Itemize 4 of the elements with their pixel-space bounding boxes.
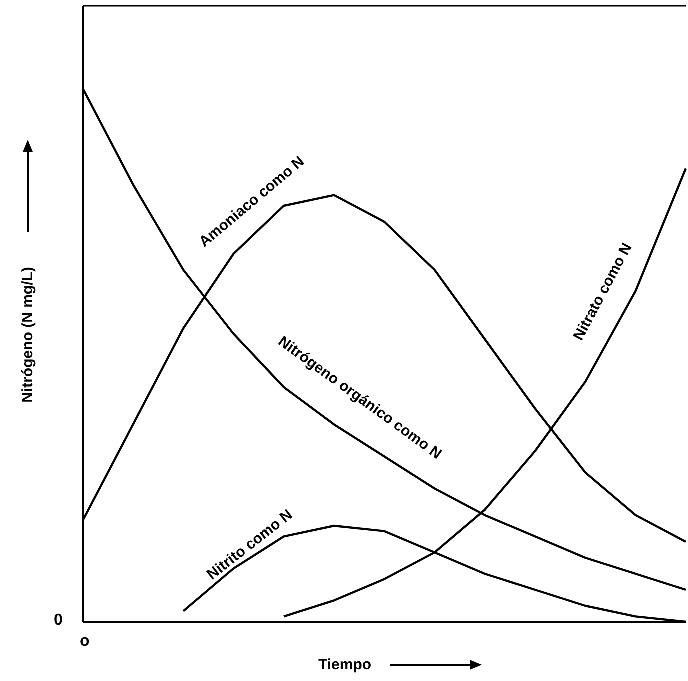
text: o <box>80 633 90 651</box>
y-axis-title: Nitrógeno (N mg/L) <box>20 267 36 403</box>
x-axis-title: Tiempo <box>318 656 372 674</box>
text: 0 <box>54 612 63 630</box>
